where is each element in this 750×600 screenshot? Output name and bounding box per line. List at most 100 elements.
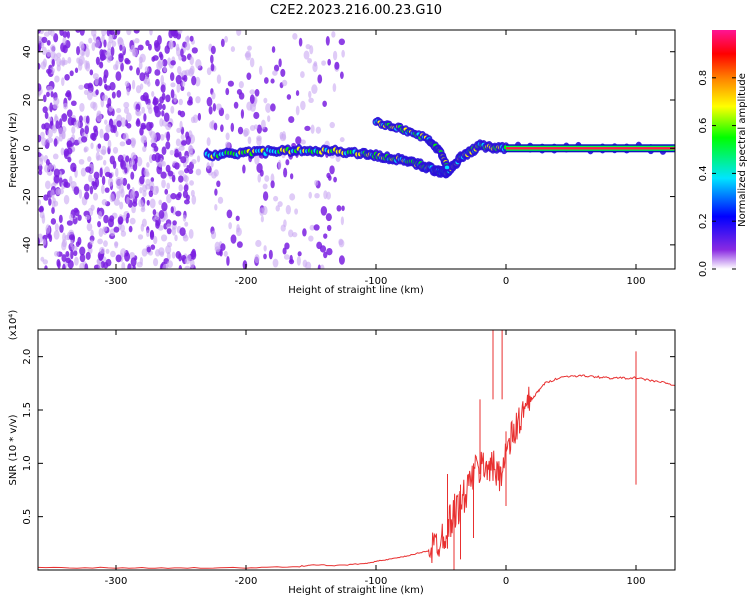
noise-speck <box>115 254 122 263</box>
noise-speck <box>123 107 130 114</box>
noise-speck <box>160 234 168 242</box>
noise-speck <box>114 241 119 249</box>
noise-speck <box>295 105 300 116</box>
noise-speck <box>130 171 135 180</box>
noise-speck <box>120 62 124 72</box>
noise-speck <box>51 207 55 215</box>
noise-speck <box>249 57 255 68</box>
noise-speck <box>146 199 150 206</box>
noise-speck <box>80 167 87 177</box>
noise-speck <box>142 184 148 192</box>
noise-speck <box>127 263 132 269</box>
noise-speck <box>100 149 107 155</box>
noise-speck <box>153 96 157 107</box>
y-tick-label: 20 <box>22 94 33 107</box>
noise-speck <box>116 191 121 200</box>
noise-speck <box>65 92 71 98</box>
x-tick-label: -200 <box>235 576 258 587</box>
noise-speck <box>62 59 68 65</box>
colorbar-tick-label: 0.2 <box>698 213 709 229</box>
noise-speck <box>310 124 315 134</box>
noise-speck <box>164 188 169 195</box>
noise-speck <box>109 215 115 222</box>
noise-speck <box>233 101 239 109</box>
noise-speck <box>111 91 116 99</box>
noise-speck <box>320 264 325 269</box>
noise-speck <box>87 90 93 101</box>
noise-speck <box>319 245 327 253</box>
noise-speck <box>103 240 108 247</box>
noise-speck <box>59 224 64 233</box>
noise-speck <box>53 53 58 62</box>
noise-speck <box>131 205 136 214</box>
noise-speck <box>69 214 74 221</box>
noise-speck <box>280 68 286 78</box>
noise-speck <box>184 265 191 269</box>
noise-speck <box>326 247 333 256</box>
noise-speck <box>151 90 155 97</box>
noise-speck <box>53 97 60 106</box>
noise-speck <box>312 62 318 73</box>
noise-speck <box>165 141 171 150</box>
noise-speck <box>50 30 55 37</box>
noise-speck <box>123 132 129 142</box>
noise-speck <box>227 80 234 87</box>
noise-speck <box>65 250 70 258</box>
noise-speck <box>90 142 94 150</box>
noise-speck <box>158 199 163 206</box>
noise-speck <box>300 100 306 111</box>
noise-speck <box>219 249 223 257</box>
noise-speck <box>85 115 90 124</box>
noise-speck <box>120 160 126 170</box>
noise-speck <box>107 41 112 51</box>
noise-speck <box>249 101 257 112</box>
noise-speck <box>166 241 173 248</box>
noise-speck <box>173 152 180 158</box>
noise-speck <box>145 95 149 105</box>
noise-speck <box>66 109 73 118</box>
noise-speck <box>142 136 147 143</box>
noise-speck <box>103 39 107 48</box>
noise-speck <box>170 82 176 88</box>
noise-speck <box>46 91 50 97</box>
noise-speck <box>178 264 183 269</box>
colorbar: 0.0 0.2 0.4 0.6 0.8 Normalized spectral ampl… <box>698 30 748 277</box>
noise-speck <box>97 210 103 220</box>
noise-speck <box>290 173 294 180</box>
noise-speck <box>178 253 182 262</box>
colorbar-gradient <box>712 30 736 269</box>
noise-speck <box>282 247 287 255</box>
chart-title: C2E2.2023.216.00.23.G10 <box>270 3 442 18</box>
noise-speck <box>175 138 181 147</box>
noise-speck <box>116 120 122 128</box>
noise-speck <box>129 217 136 225</box>
noise-speck <box>71 245 78 252</box>
noise-speck <box>100 261 105 269</box>
noise-speck <box>135 109 140 116</box>
noise-speck <box>154 69 161 76</box>
noise-speck <box>170 60 176 66</box>
noise-speck <box>38 152 42 158</box>
noise-speck <box>210 161 214 168</box>
noise-speck <box>47 129 53 138</box>
noise-speck <box>85 166 92 173</box>
noise-speck <box>341 49 345 58</box>
noise-speck <box>235 215 240 222</box>
noise-speck <box>103 159 107 166</box>
snr-y-label: SNR (10 * v/v) <box>8 414 19 485</box>
noise-speck <box>271 46 276 53</box>
noise-speck <box>182 234 189 242</box>
noise-speck <box>63 102 68 110</box>
noise-speck <box>109 82 116 91</box>
noise-speck <box>165 94 171 103</box>
noise-speck <box>54 223 59 232</box>
noise-speck <box>185 42 191 51</box>
noise-speck <box>143 76 150 85</box>
noise-speck <box>160 171 167 179</box>
noise-speck <box>311 84 318 95</box>
noise-speck <box>211 92 216 100</box>
noise-speck <box>118 54 124 63</box>
noise-speck <box>270 103 276 112</box>
noise-speck <box>124 80 130 87</box>
